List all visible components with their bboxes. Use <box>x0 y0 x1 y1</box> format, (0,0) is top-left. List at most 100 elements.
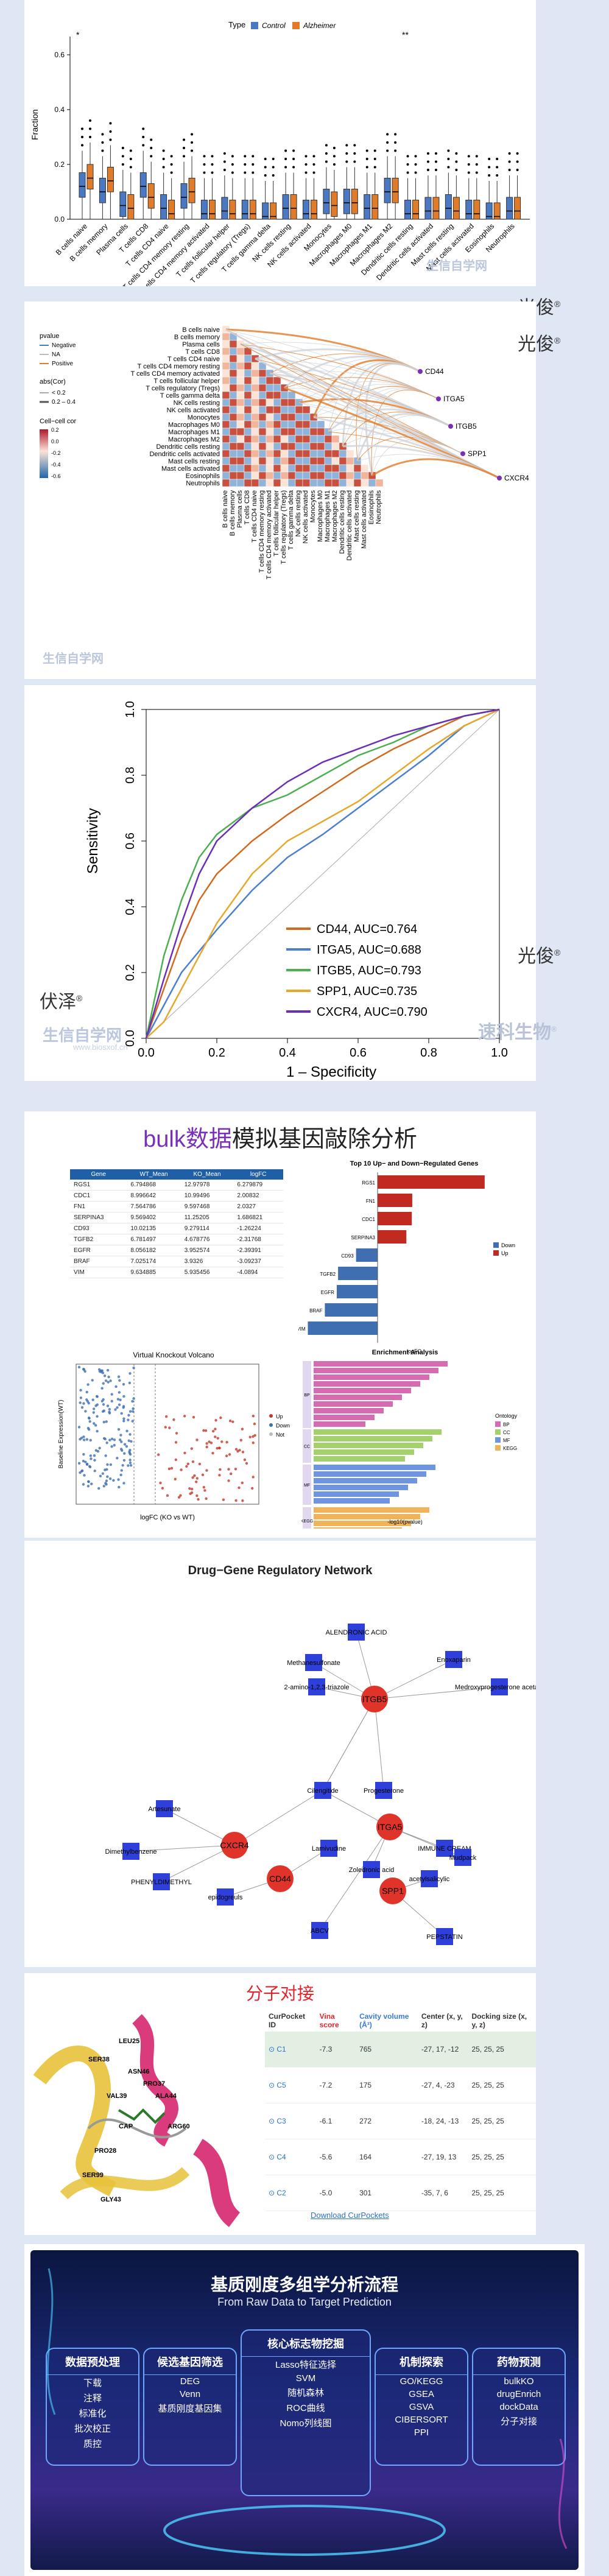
box <box>364 194 371 220</box>
heat-cell <box>236 457 245 465</box>
workflow-item: PPI <box>414 2427 429 2438</box>
download-curpockets-link[interactable]: Download CurPockets <box>311 2211 389 2220</box>
heat-col-label: T cells follicular helper <box>273 490 280 557</box>
heat-cell <box>229 413 238 421</box>
ytick-label: 0.4 <box>54 105 65 114</box>
network-edge <box>374 1698 384 1791</box>
ko-table-cell: 9.279114 <box>180 1223 234 1234</box>
volcano-legend-down: Down <box>276 1423 290 1429</box>
roc-legend-label: CD44, AUC=0.764 <box>317 923 417 936</box>
docking-cell[interactable]: ⊙ C1 <box>265 2032 316 2067</box>
docking-row[interactable]: ⊙ C1 -7.3 765 -27, 17, -12 25, 25, 25 <box>265 2032 536 2067</box>
volcano-point <box>241 1499 244 1502</box>
heat-col-label: Macrophages M0 <box>317 490 324 542</box>
docking-cell: 25, 25, 25 <box>468 2175 536 2211</box>
enrich-legend-swatch <box>495 1421 501 1427</box>
box-outlier <box>162 158 165 160</box>
volcano-point <box>91 1398 94 1401</box>
ribbon-pink <box>132 2014 178 2147</box>
docking-row[interactable]: ⊙ C2 -5.0 301 -35, 7, 6 25, 25, 25 <box>265 2175 536 2211</box>
docking-row[interactable]: ⊙ C4 -5.6 164 -27, 19, 13 25, 25, 25 <box>265 2139 536 2175</box>
ribbon-grey <box>87 2118 187 2139</box>
enrich-bar <box>314 1478 417 1483</box>
box <box>119 191 127 217</box>
box-outlier <box>455 152 458 155</box>
heat-cell <box>339 464 347 473</box>
drug-label: PEPSTATIN <box>426 1934 463 1941</box>
docking-row[interactable]: ⊙ C3 -6.1 272 -18, 24, -13 25, 25, 25 <box>265 2103 536 2139</box>
watermark-guangjun-3: 光俊® <box>518 946 561 966</box>
immune-boxplot: Type Control Alzheimer Fraction 0.0 0.2 0.… <box>30 20 530 286</box>
heat-col-label: T cells CD8 <box>244 490 251 525</box>
ko-bar-chart: Top 10 Up− and Down−Regulated Genes RGS1… <box>298 1160 515 1354</box>
box <box>208 200 216 220</box>
gene-label: SPP1 <box>382 1886 404 1896</box>
volcano-point <box>128 1433 132 1436</box>
box-outlier <box>183 138 186 141</box>
box-outlier <box>89 136 91 138</box>
heat-cell <box>295 449 303 458</box>
heat-cell <box>273 376 281 385</box>
box-outlier <box>142 144 145 147</box>
heat-cell <box>222 428 230 436</box>
workflow-item: 批次校正 <box>74 2424 111 2434</box>
docking-cell[interactable]: ⊙ C3 <box>265 2103 316 2139</box>
volcano-point <box>198 1462 202 1466</box>
workflow-item: Venn <box>179 2389 201 2399</box>
heat-row-label: Eosinophils <box>186 473 220 480</box>
volcano-point <box>77 1426 81 1429</box>
volcano-point <box>205 1497 208 1500</box>
heat-cell <box>287 398 296 407</box>
roc-ytick-label: 0.0 <box>124 1030 137 1047</box>
volcano-point <box>252 1441 255 1445</box>
heat-cell <box>236 354 245 363</box>
watermark-shengxin-2: 生信自学网 <box>43 652 104 666</box>
legend-positive: Positive <box>52 361 73 367</box>
docking-cell[interactable]: ⊙ C4 <box>265 2139 316 2175</box>
ko-bar-title: Top 10 Up− and Down−Regulated Genes <box>350 1160 479 1167</box>
heat-cell <box>273 464 281 473</box>
box-outlier <box>406 163 409 166</box>
volcano-point <box>114 1385 118 1388</box>
docking-row[interactable]: ⊙ C5 -7.2 175 -27, 4, -23 25, 25, 25 <box>265 2067 536 2103</box>
enrich-legend-label: KEGG <box>503 1446 517 1451</box>
heat-cell <box>222 457 230 465</box>
heat-cell <box>295 428 303 436</box>
heat-cell <box>222 471 230 480</box>
heat-cell <box>302 449 311 458</box>
watermark-suke: 速科生物® <box>478 1022 557 1043</box>
volcano-point <box>195 1480 198 1483</box>
docking-cell: 25, 25, 25 <box>468 2032 536 2067</box>
box-outlier <box>191 133 194 136</box>
box <box>139 172 147 198</box>
volcano-point <box>228 1453 231 1456</box>
heat-cell <box>287 449 296 458</box>
docking-cell[interactable]: ⊙ C2 <box>265 2175 316 2211</box>
volcano-point <box>128 1459 132 1462</box>
volcano-point <box>128 1381 132 1385</box>
docking-cell[interactable]: ⊙ C5 <box>265 2067 316 2103</box>
heat-cell <box>331 479 340 487</box>
volcano-point <box>188 1487 191 1490</box>
box-outlier <box>231 163 234 166</box>
workflow-subtitle: From Raw Data to Target Prediction <box>217 2296 392 2308</box>
heat-cell <box>258 479 267 487</box>
volcano-point <box>102 1420 105 1424</box>
ko-bar <box>378 1212 412 1225</box>
workflow-title: 基质刚度多组学分析流程 <box>210 2275 398 2294</box>
heat-cell <box>236 406 245 414</box>
ko-table-cell: EGFR <box>70 1245 127 1256</box>
heat-cell <box>309 471 318 480</box>
residue-label: CAP <box>119 2123 133 2130</box>
box-outlier <box>373 158 376 160</box>
heat-col-label: Dendritic cells activated <box>346 490 353 561</box>
heat-col-label: T cells CD4 memory resting <box>258 490 266 573</box>
volcano-point <box>90 1482 93 1485</box>
box-outlier <box>142 127 145 130</box>
box-outlier <box>325 152 328 155</box>
th-pocket: CurPocket ID <box>269 2012 306 2029</box>
workflow-item: Lasso特征选择 <box>275 2360 337 2370</box>
docking-cell: -5.6 <box>315 2139 356 2175</box>
ko-table-cell: 7.564786 <box>127 1201 181 1212</box>
heat-cell <box>229 479 238 487</box>
